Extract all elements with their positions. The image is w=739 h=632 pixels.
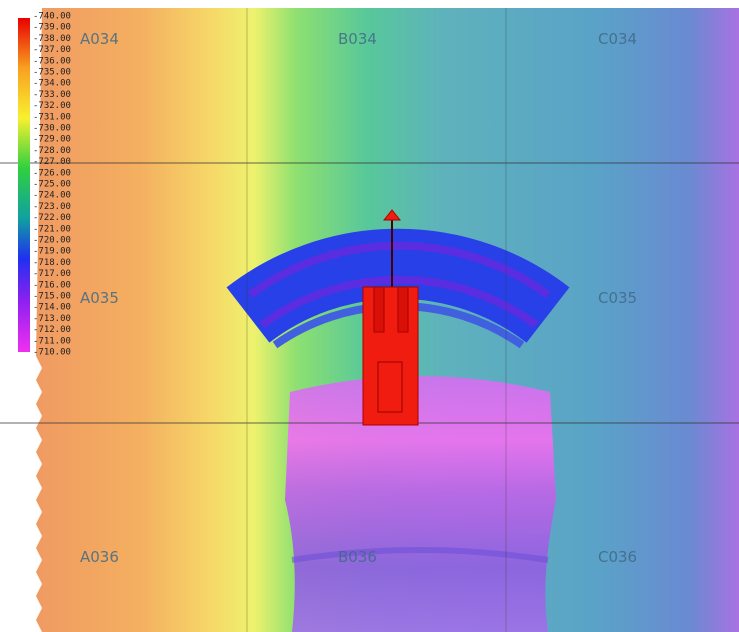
legend-label: -736.00	[33, 56, 71, 66]
legend-label: -728.00	[33, 146, 71, 156]
legend-label: -721.00	[33, 224, 71, 234]
color-scale	[18, 18, 30, 352]
legend-label: -717.00	[33, 269, 71, 279]
legend-label: -730.00	[33, 124, 71, 134]
legend-label: -723.00	[33, 202, 71, 212]
legend-label: -725.00	[33, 180, 71, 190]
legend-label: -739.00	[33, 23, 71, 33]
cell-label: B034	[338, 30, 377, 48]
cell-label: C034	[598, 30, 637, 48]
legend-label: -722.00	[33, 213, 71, 223]
legend-label: -724.00	[33, 191, 71, 201]
legend-label: -720.00	[33, 236, 71, 246]
legend-label: -712.00	[33, 325, 71, 335]
legend-label: -719.00	[33, 247, 71, 257]
legend-label: -738.00	[33, 34, 71, 44]
legend-label: -710.00	[33, 348, 71, 358]
cell-label: C035	[598, 289, 637, 307]
legend-label: -731.00	[33, 112, 71, 122]
survey-area	[285, 376, 556, 632]
legend-label: -715.00	[33, 292, 71, 302]
survey-band	[291, 547, 549, 563]
legend-label: -726.00	[33, 168, 71, 178]
legend: -740.00-739.00-738.00-737.00-736.00 -735.…	[33, 12, 71, 358]
cell-label: A035	[80, 289, 119, 307]
vessel	[362, 209, 419, 426]
legend-label: -734.00	[33, 79, 71, 89]
legend-label: -732.00	[33, 101, 71, 111]
legend-label: -733.00	[33, 90, 71, 100]
legend-label: -727.00	[33, 157, 71, 167]
legend-label: -714.00	[33, 303, 71, 313]
legend-label: -735.00	[33, 68, 71, 78]
legend-label: -740.00	[33, 12, 71, 22]
legend-label: -713.00	[33, 314, 71, 324]
cell-label: C036	[598, 548, 637, 566]
legend-label: -737.00	[33, 45, 71, 55]
cell-label: A034	[80, 30, 119, 48]
cell-label: B036	[338, 548, 377, 566]
grid-labels: A034 B034 C034 A035 C035 A036 B036 C036	[80, 30, 637, 566]
legend-label: -716.00	[33, 280, 71, 290]
legend-label: -711.00	[33, 336, 71, 346]
legend-label: -718.00	[33, 258, 71, 268]
legend-label: -729.00	[33, 135, 71, 145]
cell-label: A036	[80, 548, 119, 566]
